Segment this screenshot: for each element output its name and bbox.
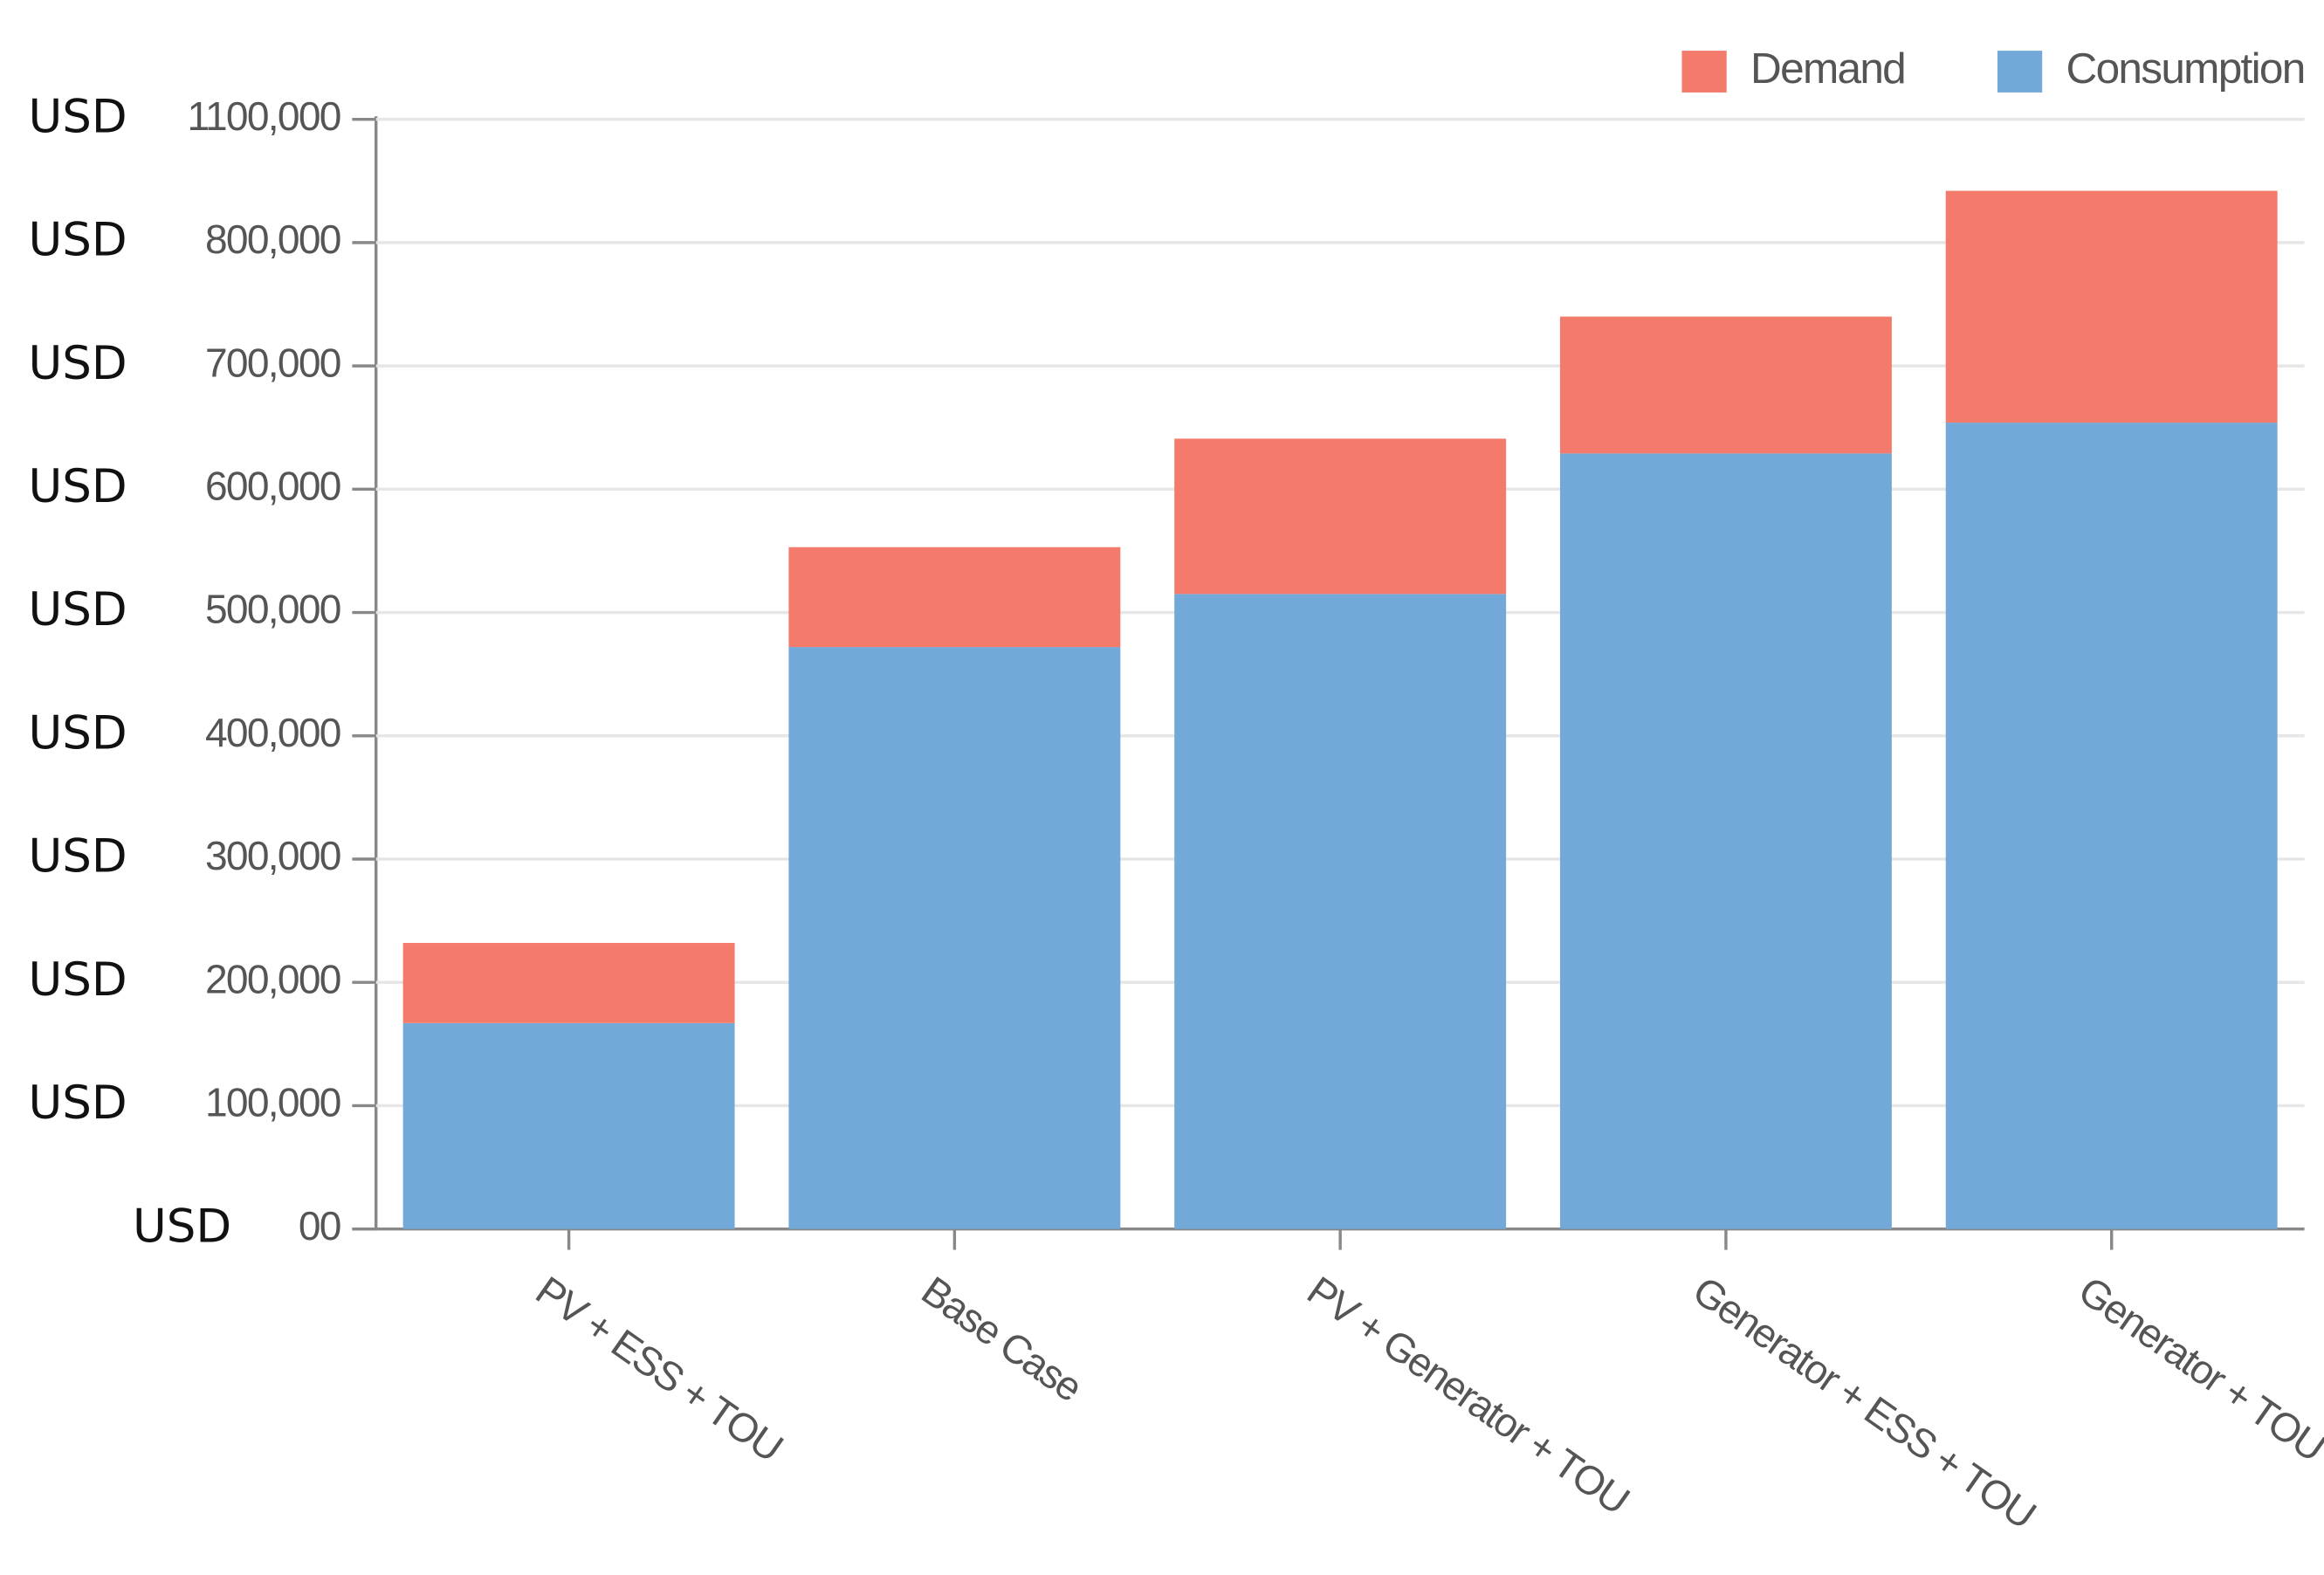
y-tick-label: 100,000 [205, 1080, 340, 1125]
bar-segment [1559, 316, 1892, 454]
bar-segment [1174, 438, 1507, 595]
x-tick-label: Generator + TOU [2071, 1268, 2324, 1470]
y-unit-label: USD [28, 214, 127, 267]
y-unit-label: USD [28, 337, 127, 390]
y-tick-label: 200,000 [205, 956, 340, 1001]
y-unit-label: USD [28, 706, 127, 760]
bar-segment [788, 547, 1121, 648]
y-unit-label: USD [28, 953, 127, 1007]
x-tick-label: PV + Generator + TOU [1299, 1268, 1637, 1523]
bar-segment [1174, 594, 1507, 1229]
y-unit-label: USD [133, 1200, 231, 1253]
y-tick-label: 800,000 [205, 217, 340, 262]
bar-segment [402, 1022, 735, 1229]
legend-swatch [1681, 51, 1727, 93]
legend-label: Demand [1750, 45, 1905, 93]
bar-segment [1559, 453, 1892, 1229]
y-tick-label: 500,000 [205, 587, 340, 632]
y-tick-label: 400,000 [205, 710, 340, 755]
y-tick-label: 700,000 [205, 340, 340, 385]
legend-swatch [1997, 51, 2043, 93]
y-unit-label: USD [28, 583, 127, 636]
x-tick-label: Base Case [913, 1268, 1090, 1410]
x-tick-label: PV + ESS + TOU [528, 1268, 791, 1470]
y-tick-label: 00 [299, 1203, 340, 1248]
bar-segment [402, 943, 735, 1023]
y-unit-label: USD [28, 830, 127, 884]
legend-label: Consumption [2066, 45, 2305, 93]
x-tick-label: Generator + ESS + TOU [1685, 1268, 2044, 1537]
y-tick-label: 300,000 [205, 833, 340, 878]
bar-segment [1945, 190, 2278, 423]
y-tick-label: 1100,000 [187, 93, 340, 139]
bar-segment [1945, 423, 2278, 1229]
y-unit-label: USD [28, 1076, 127, 1130]
y-unit-label: USD [28, 90, 127, 143]
bar-segment [788, 647, 1121, 1229]
y-tick-label: 600,000 [205, 464, 340, 509]
y-unit-label: USD [28, 460, 127, 513]
